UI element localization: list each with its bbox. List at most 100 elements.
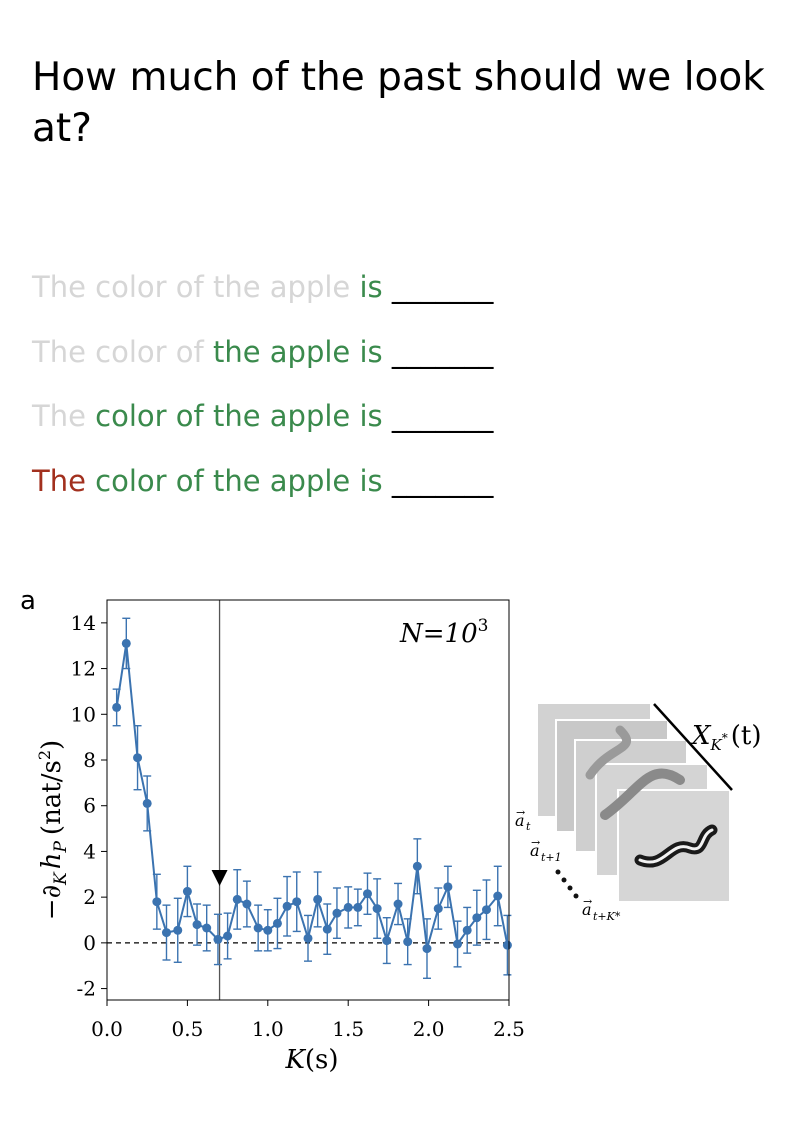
data-point [202, 923, 212, 933]
data-point [192, 920, 202, 930]
x-tick-label: 0.0 [91, 1017, 123, 1041]
y-tick-label: 14 [71, 611, 96, 635]
worm-shadow-icon [585, 725, 631, 780]
data-point [232, 894, 242, 904]
sentence-context-green: color of the apple is [85, 464, 383, 498]
data-point [343, 902, 353, 912]
svg-text:a: a [530, 841, 540, 860]
worm-shadow-icon [600, 768, 685, 820]
data-point [313, 894, 323, 904]
data-point [142, 798, 152, 808]
data-point [253, 923, 263, 933]
sentence-1: The color of the apple is _______ [32, 270, 493, 304]
y-tick-label: 10 [71, 702, 96, 726]
x-tick-label: 1.0 [252, 1017, 284, 1041]
sentence-context-grey: The color of [32, 335, 213, 369]
data-point [152, 897, 162, 907]
data-point [493, 891, 503, 901]
panel-label: a [20, 586, 36, 616]
svg-text:t: t [526, 820, 531, 833]
frame-label-t1: a → t+1 [530, 836, 562, 864]
data-point [242, 899, 252, 909]
chart-annotation: N=103 [399, 616, 488, 649]
frames-diagram: XK* (t) a → t a → t+1 a → t+K* [515, 703, 761, 923]
sentence-context-grey: The color of the apple [32, 270, 360, 304]
y-tick-label: 0 [83, 931, 96, 955]
sentence-context-green: the apple is [212, 335, 383, 369]
chart-axes: 0.0 0.5 1.0 1.5 2.0 2.5 -2 0 2 4 6 8 10 12 14 [71, 611, 525, 1041]
data-point [173, 925, 183, 935]
data-point [372, 904, 382, 914]
data-point [161, 928, 171, 938]
data-point [303, 933, 313, 943]
svg-text:→: → [516, 806, 525, 819]
data-point [332, 908, 342, 918]
data-point [292, 897, 302, 907]
svg-text:t+1: t+1 [541, 851, 562, 864]
page-title: How much of the past should we look at? [32, 55, 765, 151]
data-point [353, 902, 363, 912]
y-tick-label: 6 [83, 794, 96, 818]
data-point [213, 934, 223, 944]
data-point [502, 940, 512, 950]
ellipsis-dot [555, 869, 561, 875]
data-point [282, 901, 292, 911]
data-point [382, 936, 392, 946]
data-point [443, 882, 453, 892]
y-tick-label: 8 [83, 748, 96, 772]
worm-highlight [638, 828, 714, 864]
ellipsis-dot [573, 893, 579, 899]
svg-text:t+K*: t+K* [593, 910, 621, 923]
ellipsis-dot [567, 885, 573, 891]
chart-series [112, 617, 512, 979]
sentence-2: The color of the apple is _______ [32, 335, 493, 369]
data-point [403, 937, 413, 947]
optimal-k-marker-icon [211, 870, 228, 886]
frame-label-tK: a → t+K* [582, 895, 621, 923]
sentence-blank: _______ [382, 335, 494, 369]
data-point [412, 861, 422, 871]
x-axis-label: K(s) [284, 1045, 338, 1075]
svg-text:→: → [531, 836, 540, 849]
frame-label-t: a → t [515, 806, 531, 833]
x-tick-label: 2.5 [493, 1017, 525, 1041]
sentence-context-red: The [32, 464, 86, 498]
y-axis-label: −∂KhP(nat/s2) [35, 740, 71, 920]
data-point [112, 702, 122, 712]
sentence-4: The color of the apple is _______ [32, 464, 493, 498]
data-point [453, 939, 463, 949]
data-point [133, 753, 143, 763]
data-point [272, 918, 282, 928]
data-point [393, 899, 403, 909]
sentence-blank: _______ [382, 270, 494, 304]
data-point [223, 931, 233, 941]
data-point [362, 889, 372, 899]
sentence-context-green: is [359, 270, 383, 304]
diagram-diagonal-line [653, 703, 733, 791]
plot-frame [106, 599, 510, 1001]
series-line [115, 643, 509, 949]
sentence-3: The color of the apple is _______ [32, 399, 493, 433]
data-point [462, 925, 472, 935]
data-point [263, 925, 273, 935]
sentence-context-green: color of the apple is [95, 399, 383, 433]
x-tick-label: 2.0 [413, 1017, 445, 1041]
data-point [422, 944, 432, 954]
data-point [121, 638, 131, 648]
data-point [481, 905, 491, 915]
data-point [182, 886, 192, 896]
y-tick-label: 4 [83, 839, 96, 863]
y-tick-label: -2 [77, 977, 96, 1001]
sentence-blank: _______ [382, 464, 494, 498]
svg-text:→: → [583, 895, 592, 908]
data-point [472, 913, 482, 923]
y-tick-label: 12 [71, 657, 96, 681]
x-tick-label: 0.5 [171, 1017, 203, 1041]
svg-text:a: a [582, 900, 592, 919]
sentence-context-grey: The [32, 399, 96, 433]
data-point [433, 904, 443, 914]
diagram-x-label: XK* (t) [690, 721, 761, 754]
x-tick-label: 1.5 [332, 1017, 364, 1041]
svg-text:a: a [515, 811, 525, 830]
